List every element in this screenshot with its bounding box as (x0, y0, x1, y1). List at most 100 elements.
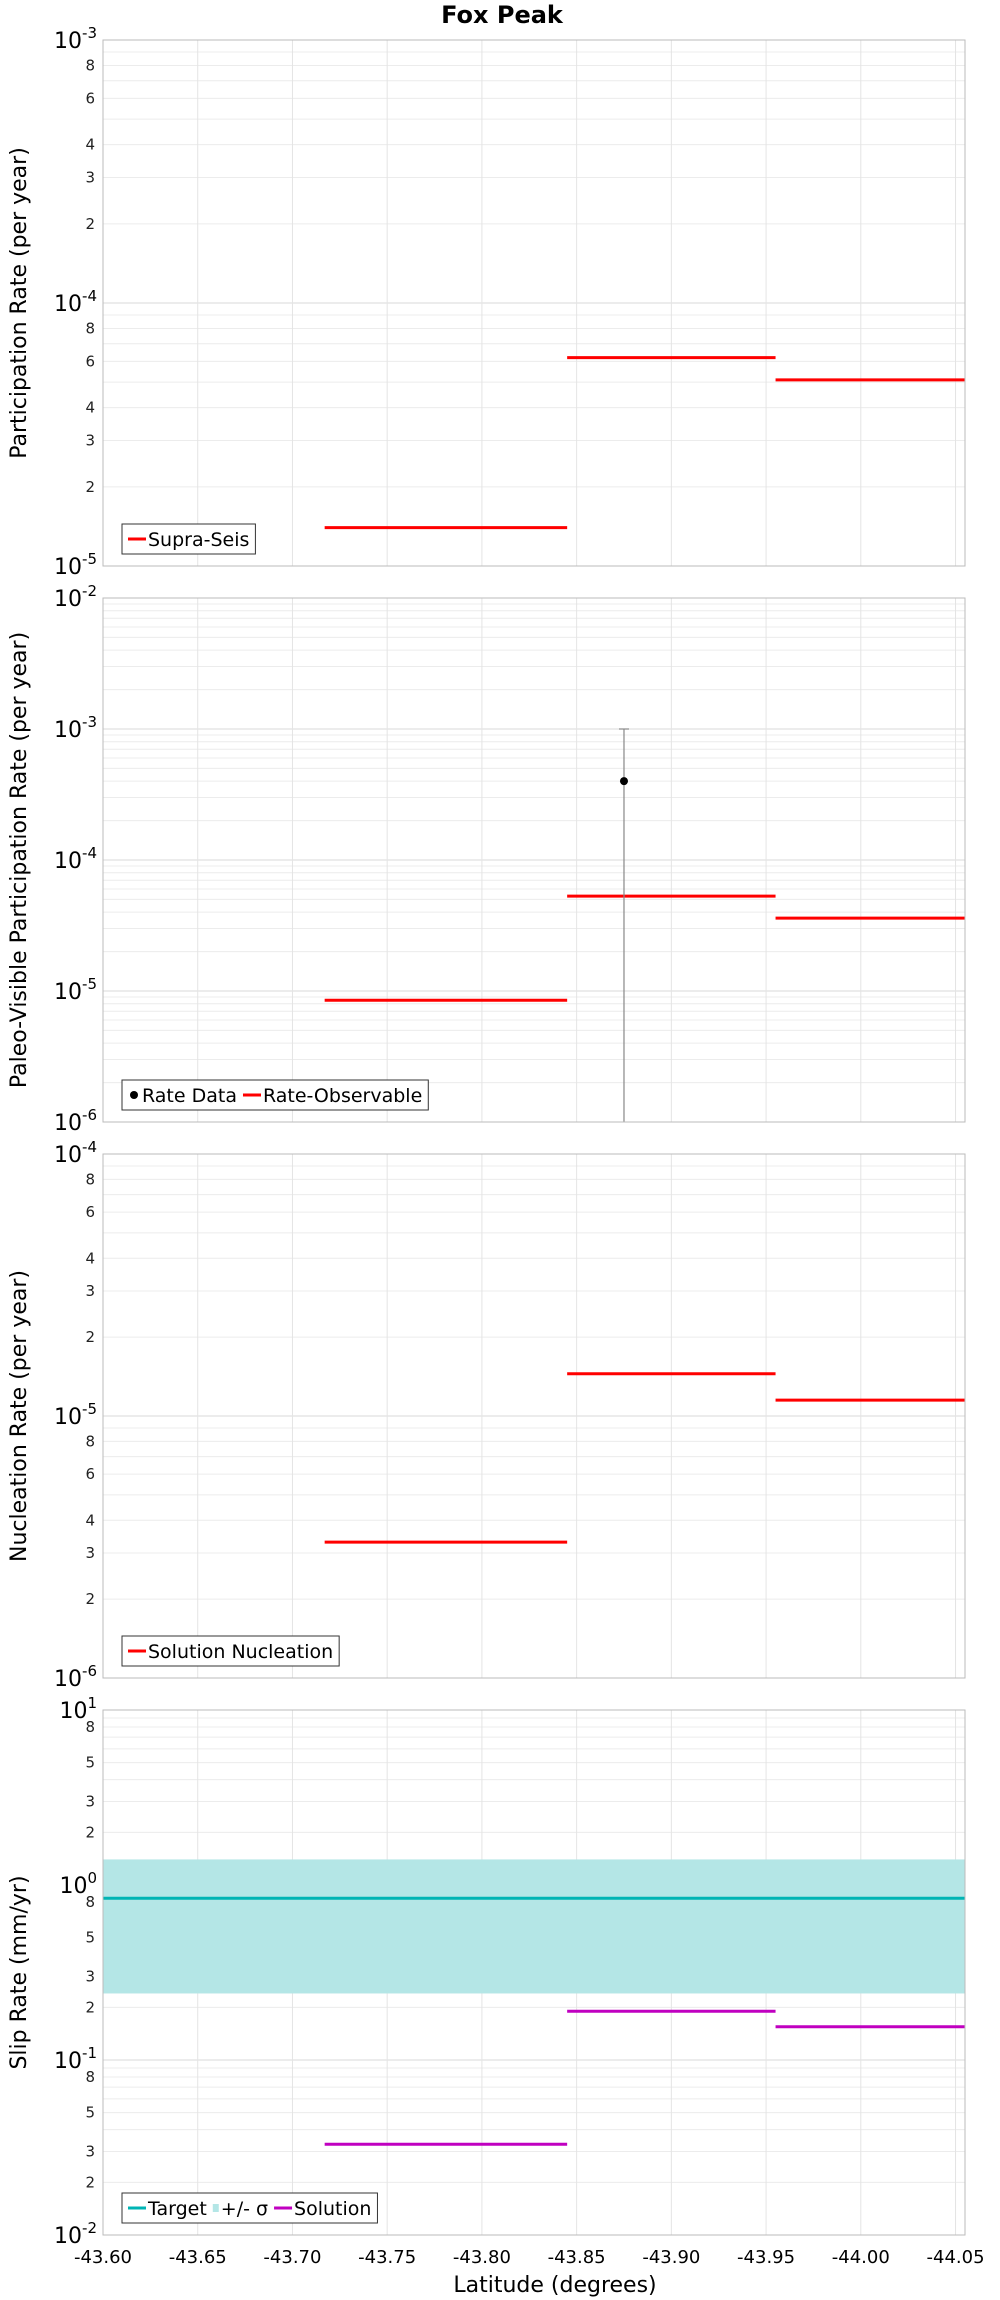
x-axis-label: Latitude (degrees) (453, 2273, 656, 2298)
panel-3-ytick-minor-label: 2 (85, 1328, 95, 1346)
panel-2-ytick-label: 10-3 (54, 713, 97, 743)
panel-1-ytick-minor-label: 6 (85, 89, 95, 107)
panel-2-ytick-base: 10 (54, 980, 82, 1005)
panel-1-legend-label-supra-seis: Supra-Seis (148, 529, 249, 551)
panel-1-ytick-exponent: -4 (82, 287, 97, 305)
panel-1-ytick-minor-label: 2 (85, 215, 95, 233)
panel-1-ytick-minor-label: 6 (85, 352, 95, 370)
panel-4-ytick-minor-label: 3 (85, 1793, 95, 1811)
panel-3-ytick-minor-label: 6 (85, 1465, 95, 1483)
panel-4-ytick-minor-label: 5 (85, 2104, 95, 2122)
panel-4-legend-swatch-- (212, 2204, 219, 2212)
panel-1-ytick-minor-label: 8 (85, 319, 95, 337)
panel-3-ytick-label: 10-4 (54, 1138, 97, 1168)
panel-3-ytick-exponent: -6 (82, 1662, 97, 1680)
panel-3-ytick-minor-label: 8 (85, 1432, 95, 1450)
panel-3-ytick-minor-label: 2 (85, 1590, 95, 1608)
panel-4-ytick-minor-label: 8 (85, 2068, 95, 2086)
x-tick-label: -44.00 (832, 2247, 890, 2268)
panel-3-ytick-base: 10 (54, 1405, 82, 1430)
panel-3-ytick-minor-label: 3 (85, 1282, 95, 1300)
panel-2-ytick-label: 10-4 (54, 844, 97, 874)
panel-4-ytick-minor-label: 5 (85, 1754, 95, 1772)
panel-4-ytick-base: 10 (54, 2224, 82, 2249)
panel-3-ytick-minor-label: 6 (85, 1203, 95, 1221)
panel-1-ytick-minor-label: 4 (85, 136, 95, 154)
panel-3-ytick-base: 10 (54, 1143, 82, 1168)
panel-1-ytick-label: 10-3 (54, 24, 97, 54)
panel-3-legend-label-solution-nucleation: Solution Nucleation (148, 1641, 333, 1663)
panel-3-ytick-base: 10 (54, 1667, 82, 1692)
panel-1-ytick-minor-label: 2 (85, 478, 95, 496)
panel-3-ytick-label: 10-5 (54, 1400, 97, 1430)
panel-2-ytick-exponent: -4 (82, 844, 97, 862)
panel-4-ytick-base: 10 (59, 1699, 87, 1724)
panel-4-ytick-minor-label: 8 (85, 1893, 95, 1911)
panel-4-ytick-label: 10-1 (54, 2044, 97, 2074)
x-tick-label: -43.75 (358, 2247, 416, 2268)
x-tick-label: -43.95 (737, 2247, 795, 2268)
panel-3-y-axis-label: Nucleation Rate (per year) (7, 1270, 32, 1562)
panel-4-ytick-minor-label: 2 (85, 1998, 95, 2016)
panel-3-ytick-minor-label: 3 (85, 1544, 95, 1562)
x-tick-label: -43.65 (169, 2247, 227, 2268)
panel-3-frame (102, 1153, 966, 1679)
panel-1-ytick-exponent: -5 (82, 550, 97, 568)
panel-2-y-axis-label: Paleo-Visible Participation Rate (per ye… (7, 632, 32, 1088)
panel-1-ytick-exponent: -3 (82, 24, 97, 42)
panel-1-ytick-minor-label: 4 (85, 399, 95, 417)
x-tick-label: -43.90 (642, 2247, 700, 2268)
panel-4-ytick-label: 100 (59, 1869, 97, 1899)
panel-4-ytick-base: 10 (59, 1874, 87, 1899)
panel-1-y-axis-label: Participation Rate (per year) (7, 147, 32, 459)
x-tick-label: -44.05 (927, 2247, 985, 2268)
panel-2-ytick-base: 10 (54, 1111, 82, 1136)
panel-1-frame (102, 39, 966, 567)
panel-4-ytick-exponent: 1 (87, 1694, 97, 1712)
panel-3-ytick-exponent: -5 (82, 1400, 97, 1418)
panel-2-frame (102, 597, 966, 1123)
panel-2-ytick-exponent: -5 (82, 975, 97, 993)
panel-1-ytick-minor-label: 8 (85, 56, 95, 74)
panel-4-ytick-minor-label: 3 (85, 1968, 95, 1986)
panel-1-legend: Supra-Seis (121, 523, 256, 555)
panel-4-ytick-minor-label: 2 (85, 2173, 95, 2191)
x-tick-label: -43.80 (453, 2247, 511, 2268)
panel-4-ytick-base: 10 (54, 2049, 82, 2074)
panel-4-ytick-minor-label: 8 (85, 1718, 95, 1736)
panel-2-legend-box (121, 1079, 429, 1111)
panel-4-ytick-exponent: -2 (82, 2219, 97, 2237)
x-tick-label: -43.60 (74, 2247, 132, 2268)
panel-2-data-point (619, 777, 628, 786)
panel-1-ytick-minor-label: 3 (85, 432, 95, 450)
panel-2-ytick-base: 10 (54, 718, 82, 743)
panel-3-ytick-label: 10-6 (54, 1662, 97, 1692)
panel-4-ytick-label: 101 (59, 1694, 97, 1724)
panel-3-ytick-minor-label: 4 (85, 1249, 95, 1267)
panel-3-legend-box (121, 1635, 340, 1667)
panel-2-legend-swatch-rate-data (130, 1091, 138, 1099)
panel-1-ytick-label: 10-4 (54, 287, 97, 317)
panel-1-ytick-base: 10 (54, 292, 82, 317)
panel-1-ytick-label: 10-5 (54, 550, 97, 580)
panel-3-legend: Solution Nucleation (121, 1635, 340, 1667)
x-tick-label: -43.70 (263, 2247, 321, 2268)
panel-1-ytick-base: 10 (54, 555, 82, 580)
chart-title: Fox Peak (441, 1, 564, 29)
panel-1-legend-box (121, 523, 256, 555)
panel-4-sigma-band (103, 1859, 965, 1994)
panel-4-ytick-minor-label: 5 (85, 1929, 95, 1947)
panel-4-legend-label--: +/- σ (221, 2198, 268, 2220)
panel-2-ytick-label: 10-2 (54, 582, 97, 612)
panel-3-ytick-exponent: -4 (82, 1138, 97, 1156)
panel-4-ytick-minor-label: 2 (85, 1823, 95, 1841)
panel-4-legend-box (121, 2192, 378, 2224)
panel-2-legend-label-rate-data: Rate Data (142, 1085, 237, 1107)
panel-3-ytick-minor-label: 4 (85, 1511, 95, 1529)
panel-2-legend-label-rate-observable: Rate-Observable (263, 1085, 422, 1107)
panel-4-ytick-exponent: -1 (82, 2044, 97, 2062)
panel-3-ytick-minor-label: 8 (85, 1170, 95, 1188)
panel-2-legend: Rate Data Rate-Observable (121, 1079, 429, 1111)
x-tick-label: -43.85 (548, 2247, 606, 2268)
panel-1-ytick-base: 10 (54, 29, 82, 54)
